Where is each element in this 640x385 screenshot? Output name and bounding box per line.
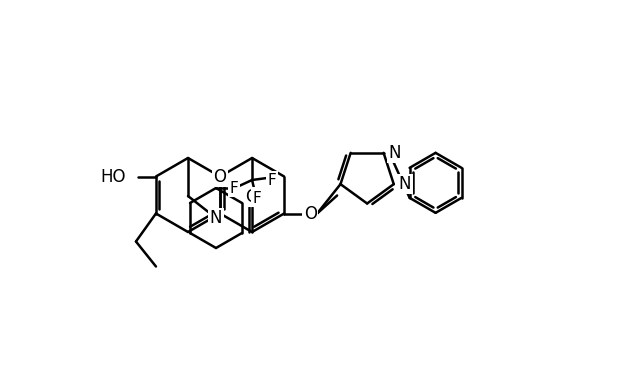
Text: O: O <box>246 188 259 206</box>
Text: HO: HO <box>100 167 126 186</box>
Text: N: N <box>388 144 401 162</box>
Text: N: N <box>399 175 412 193</box>
Text: F: F <box>230 181 239 196</box>
Text: F: F <box>268 172 276 187</box>
Text: O: O <box>303 204 317 223</box>
Text: F: F <box>253 191 262 206</box>
Text: O: O <box>214 167 227 186</box>
Text: N: N <box>210 209 222 227</box>
